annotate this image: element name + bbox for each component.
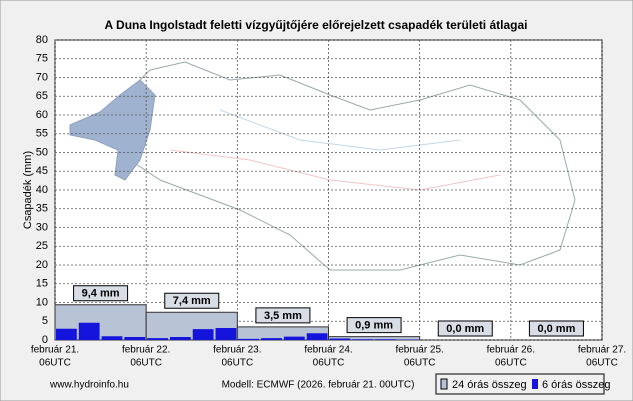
bar-6h [169,337,191,340]
x-tick-time: 06UTC [586,358,618,369]
y-tick-label: 30 [36,221,48,233]
bar-6h [329,338,351,340]
y-tick-label: 65 [36,90,48,102]
y-axis-label: Csapadék (mm) [22,151,34,229]
bar-6h [147,338,168,340]
y-tick-label: 55 [36,128,48,140]
bar-6h [101,336,123,340]
x-tick-date: február 24. [304,345,352,356]
bar-6h [261,338,282,340]
legend-swatch [440,378,448,390]
y-tick-label: 5 [42,315,48,327]
y-tick-label: 45 [36,165,48,177]
y-tick-label: 80 [36,34,48,46]
bar-6h [352,339,374,340]
bar-6h [238,338,260,340]
bar-6h [192,329,214,340]
x-tick-date: február 23. [213,345,261,356]
value-label: 7,4 mm [173,295,211,307]
y-tick-label: 50 [36,146,48,158]
x-tick-time: 06UTC [313,358,345,369]
y-tick-label: 20 [36,259,48,271]
y-tick-label: 25 [36,240,48,252]
x-tick-date: február 21. [31,345,79,356]
y-tick-label: 75 [36,53,48,65]
x-tick-time: 06UTC [495,358,527,369]
x-tick-time: 06UTC [221,358,253,369]
value-label-box [346,317,402,334]
value-label-box [73,285,129,302]
model-note: Modell: ECMWF (2026. február 21. 00UTC) [222,380,415,391]
value-label-box [528,320,584,337]
bar-6h [375,339,396,340]
legend-swatch [532,379,538,389]
value-label: 0,0 mm [537,323,575,335]
y-tick-label: 0 [42,334,48,346]
y-tick-label: 10 [36,296,48,308]
y-tick-label: 15 [36,278,48,290]
chart-title: A Duna Ingolstadt feletti vízgyűjtőjére … [105,18,528,32]
y-tick-label: 40 [36,184,48,196]
bar-6h [78,322,100,340]
value-label: 3,5 mm [264,310,302,322]
y-tick-label: 60 [36,109,48,121]
value-label: 9,4 mm [82,288,120,300]
x-tick-time: 06UTC [130,358,162,369]
bar-24h [236,326,329,341]
legend-label: 6 órás összeg [542,379,610,391]
bar-6h [306,333,328,340]
x-tick-time: 06UTC [404,358,436,369]
x-tick-date: február 27. [578,345,626,356]
value-label-box [437,320,493,337]
map [69,61,576,271]
legend-box [435,373,605,395]
source: www.hydroinfo.hu [49,380,129,391]
bar-6h [124,337,146,340]
x-tick-date: február 22. [122,345,170,356]
value-label-box [164,292,220,309]
bar-6h [56,328,77,340]
bar-24h [328,336,421,341]
x-tick-date: február 26. [487,345,535,356]
bar-6h [283,336,305,340]
y-tick-label: 35 [36,203,48,215]
value-label: 0,9 mm [355,320,393,332]
bar-6h [215,328,237,340]
x-tick-time: 06UTC [39,358,71,369]
value-label-box [255,307,311,324]
value-label: 0,0 mm [446,323,484,335]
x-tick-date: február 25. [395,345,443,356]
y-tick-label: 70 [36,71,48,83]
legend-label: 24 órás összeg [452,379,527,391]
